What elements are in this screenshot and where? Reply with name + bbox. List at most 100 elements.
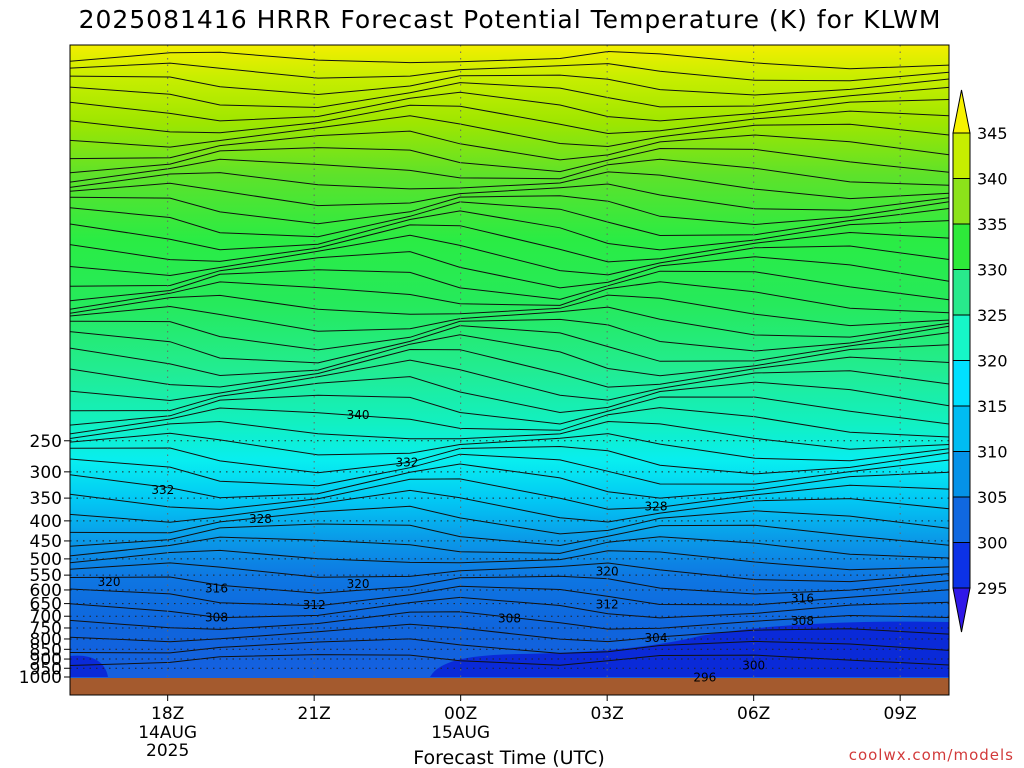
plot-frame <box>69 44 950 696</box>
isentrope-line <box>70 463 949 499</box>
isentrope-line <box>70 585 949 607</box>
isentrope-line <box>70 115 949 148</box>
colorbar-bottom-arrow <box>952 587 971 633</box>
x-axis-label: Forecast Time (UTC) <box>413 747 604 768</box>
isentrope-line <box>70 195 949 226</box>
colorbar-swatch <box>952 496 971 543</box>
y-tick-label: 450 <box>30 532 62 552</box>
colorbar-label: 295 <box>977 579 1008 598</box>
grid-lines <box>70 45 949 695</box>
svg-text:328: 328 <box>645 500 668 514</box>
isentrope-line <box>70 158 949 186</box>
colorbar-label: 330 <box>977 261 1008 280</box>
isentrope-line <box>70 294 949 327</box>
y-tick-label: 300 <box>30 463 62 483</box>
colorbar-swatch <box>952 269 971 316</box>
y-tick-label: 750 <box>30 619 62 639</box>
svg-text:320: 320 <box>596 564 619 578</box>
colorbar-swatch <box>952 451 971 498</box>
contour-label: 308 <box>791 614 814 628</box>
svg-text:300: 300 <box>742 659 765 673</box>
plot-area: 340 332 332 328 328 320 320 320 316 316 312 312 308 3… <box>70 45 949 695</box>
colorbar-top-arrow <box>952 89 971 134</box>
isentrope-line <box>70 318 949 352</box>
isentrope-line <box>70 147 949 174</box>
ground-strip <box>70 678 949 695</box>
isentrope-line <box>70 523 949 547</box>
colorbar-label: 325 <box>977 306 1008 325</box>
x-tick-label: 21Z <box>298 704 331 724</box>
isentrope-line <box>70 407 949 438</box>
isentrope-line <box>70 420 949 450</box>
x-tick-label: 09Z <box>884 704 917 724</box>
contour-label: 316 <box>791 591 814 605</box>
isentrope-line <box>70 130 949 161</box>
svg-text:316: 316 <box>791 591 814 605</box>
isentrope-line <box>70 74 949 96</box>
contour-label: 316 <box>205 582 228 596</box>
svg-text:332: 332 <box>151 483 174 497</box>
colorbar-label: 305 <box>977 488 1008 507</box>
svg-text:320: 320 <box>98 575 121 589</box>
colorbar: 345 340 335 330 325 320 315 310 305 300 295 <box>952 89 1008 633</box>
isentrope-contours <box>70 50 949 666</box>
svg-text:312: 312 <box>596 597 619 611</box>
isentrope-line <box>70 575 949 595</box>
colorbar-swatch <box>952 542 971 589</box>
isentrope-line <box>70 376 949 414</box>
svg-text:320: 320 <box>347 577 370 591</box>
x-tick-label: 03Z <box>591 704 624 724</box>
y-tick-label: 600 <box>30 581 62 601</box>
colorbar-label: 310 <box>977 443 1008 462</box>
isentrope-line <box>70 82 949 109</box>
contour-label: 332 <box>151 483 174 497</box>
isentrope-line <box>70 104 949 135</box>
svg-text:308: 308 <box>205 610 228 624</box>
colorbar-label: 320 <box>977 352 1008 371</box>
x-tick-year: 2025 <box>146 741 189 761</box>
credit-text: coolwx.com/models <box>849 746 1014 764</box>
isentrope-line <box>70 224 949 263</box>
isentrope-line <box>70 348 949 388</box>
colorbar-swatch <box>952 405 971 452</box>
isentrope-line <box>70 611 949 630</box>
isentrope-line <box>70 536 949 559</box>
isentrope-line <box>70 305 949 338</box>
y-tick-label: 1000 <box>19 668 62 688</box>
isentrope-line <box>70 325 949 364</box>
y-tick-label: 650 <box>30 595 62 615</box>
isentrope-line <box>70 201 949 238</box>
y-tick-label: 350 <box>30 489 62 509</box>
contour-label: 328 <box>249 512 272 526</box>
colorbar-swatch <box>952 132 971 179</box>
y-tick-label: 950 <box>30 659 62 679</box>
isentrope-line <box>70 334 949 377</box>
contour-label: 312 <box>303 598 326 612</box>
svg-text:316: 316 <box>205 582 228 596</box>
svg-text:328: 328 <box>249 512 272 526</box>
colorbar-label: 335 <box>977 215 1008 234</box>
isentrope-line <box>70 638 949 654</box>
contour-labels: 340 332 332 328 328 320 320 320 316 316 312 312 308 3… <box>98 408 814 685</box>
contour-label: 296 <box>693 671 716 685</box>
svg-text:340: 340 <box>347 408 370 422</box>
colorbar-swatch <box>952 360 971 407</box>
isentrope-line <box>70 62 949 82</box>
contour-label: 308 <box>498 612 521 626</box>
contour-label: 308 <box>205 610 228 624</box>
y-tick-label: 550 <box>30 566 62 586</box>
y-tick-label: 250 <box>30 432 62 452</box>
svg-text:304: 304 <box>645 631 668 645</box>
isentrope-line <box>70 210 949 251</box>
colorbar-label: 340 <box>977 170 1008 189</box>
y-tick-label: 900 <box>30 650 62 670</box>
contour-label: 340 <box>347 408 370 422</box>
isentrope-line <box>70 234 949 277</box>
isentrope-line <box>70 359 949 402</box>
x-tick-label: 06Z <box>737 704 770 724</box>
contour-label: 320 <box>98 575 121 589</box>
contour-label: 304 <box>645 631 668 645</box>
temperature-fill <box>70 45 949 695</box>
svg-text:308: 308 <box>791 614 814 628</box>
